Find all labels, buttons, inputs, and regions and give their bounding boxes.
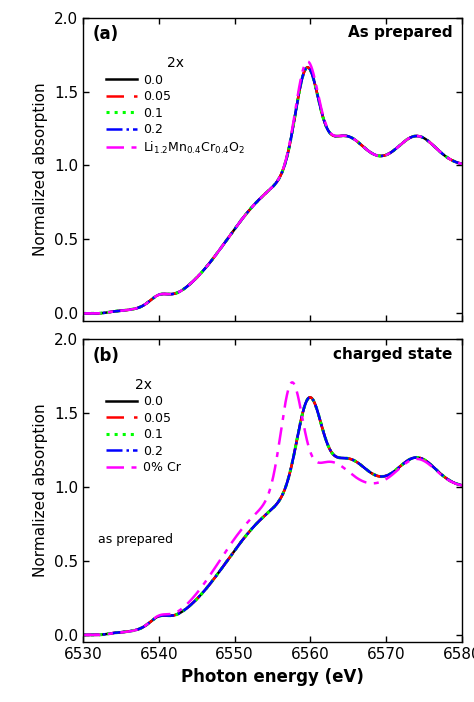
- Text: as prepared: as prepared: [98, 533, 173, 546]
- Y-axis label: Normalized absorption: Normalized absorption: [33, 404, 48, 578]
- Y-axis label: Normalized absorption: Normalized absorption: [33, 82, 48, 256]
- Text: (b): (b): [92, 347, 119, 364]
- Text: charged state: charged state: [333, 347, 453, 362]
- Legend: 0.0, 0.05, 0.1, 0.2, Li$_{1.2}$Mn$_{0.4}$Cr$_{0.4}$O$_2$: 0.0, 0.05, 0.1, 0.2, Li$_{1.2}$Mn$_{0.4}…: [100, 51, 250, 161]
- Text: (a): (a): [92, 25, 118, 43]
- X-axis label: Photon energy (eV): Photon energy (eV): [181, 668, 364, 686]
- Text: As prepared: As prepared: [348, 25, 453, 40]
- Legend: 0.0, 0.05, 0.1, 0.2, 0% Cr: 0.0, 0.05, 0.1, 0.2, 0% Cr: [100, 373, 186, 479]
